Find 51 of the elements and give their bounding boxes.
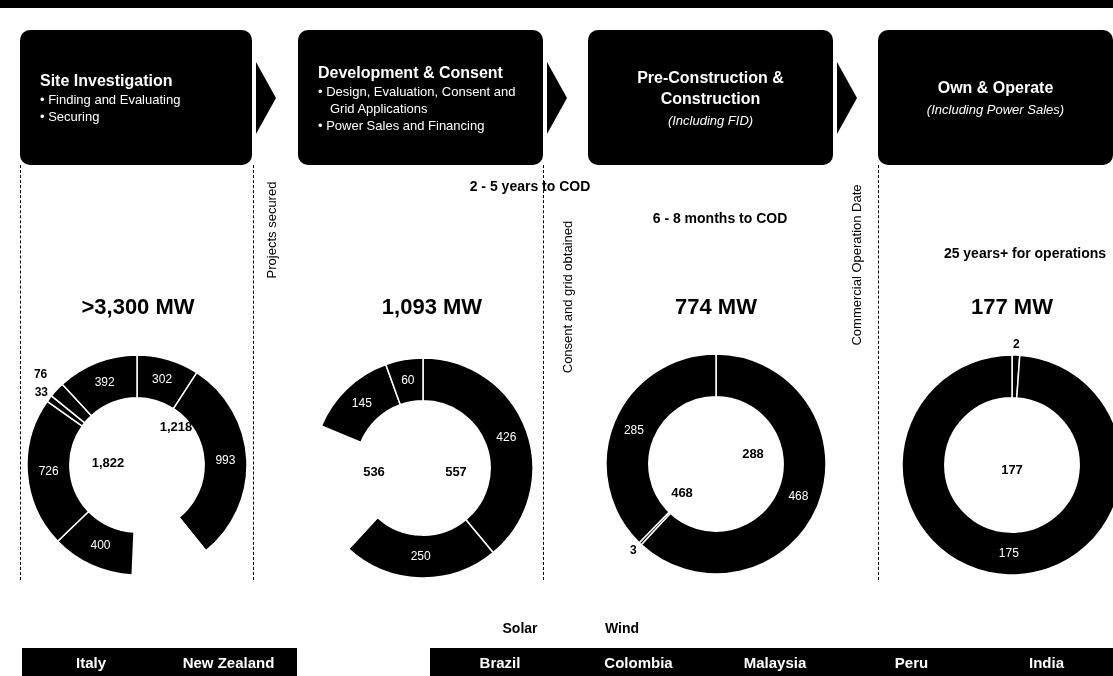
data-label: 76 <box>33 367 48 382</box>
text: (Including Power Sales) <box>925 101 1066 118</box>
data-label: 145 <box>351 396 373 411</box>
data-label: 175 <box>998 545 1020 560</box>
chart-title: Own & Operate <box>936 78 1055 98</box>
text: • Design, Evaluation, Consent and Grid Applications <box>318 82 517 117</box>
data-label: 285 <box>623 422 645 437</box>
data-label: 302 <box>152 372 173 387</box>
data-label: 726 <box>38 463 59 478</box>
text: Italy <box>75 653 106 671</box>
data-label: 426 <box>496 430 517 445</box>
chart-title: Development & Consent <box>318 62 504 83</box>
text: (Including FID) <box>666 111 755 129</box>
data-label: 993 <box>215 452 236 467</box>
text: Brazil <box>479 653 521 671</box>
data-label: 33 <box>34 384 49 399</box>
text: >3,300 MW <box>81 294 195 320</box>
data-label: 400 <box>90 538 111 553</box>
text: 1,093 MW <box>381 294 483 320</box>
text: Commercial Operation Date <box>848 184 864 346</box>
chart-title: Site Investigation <box>40 71 174 91</box>
text: Projects secured <box>263 181 279 279</box>
text: Wind <box>604 620 640 636</box>
text: • Power Sales and Financing <box>318 116 486 134</box>
text: 536 <box>363 463 385 479</box>
text: 1,822 <box>91 454 125 470</box>
text: Malaysia <box>743 653 807 671</box>
text: New Zealand <box>182 653 275 671</box>
chart-title: Pre-Construction & Construction <box>636 67 785 109</box>
data-label: 60 <box>401 373 415 388</box>
data-label: 3 <box>629 543 637 558</box>
text: 25 years+ for operations <box>943 245 1107 261</box>
data-label: 250 <box>410 548 432 563</box>
text: 288 <box>742 445 764 461</box>
text: 1,218 <box>159 418 193 434</box>
text: Peru <box>894 653 929 671</box>
text: • Securing <box>40 108 101 125</box>
text: India <box>1028 653 1064 671</box>
data-label: 2 <box>1012 337 1020 352</box>
text: 774 MW <box>675 294 757 320</box>
text: 468 <box>671 484 693 500</box>
text: Consent and grid obtained <box>559 220 575 374</box>
text: 177 <box>1001 461 1023 477</box>
data-label: 468 <box>788 488 809 503</box>
text: Colombia <box>604 653 673 671</box>
text: 557 <box>445 463 467 479</box>
text: 6 - 8 months to COD <box>652 210 788 226</box>
text: Solar <box>502 620 538 636</box>
data-label: 392 <box>94 374 116 389</box>
text: 177 MW <box>971 294 1053 320</box>
text: • Finding and Evaluating <box>40 91 182 108</box>
